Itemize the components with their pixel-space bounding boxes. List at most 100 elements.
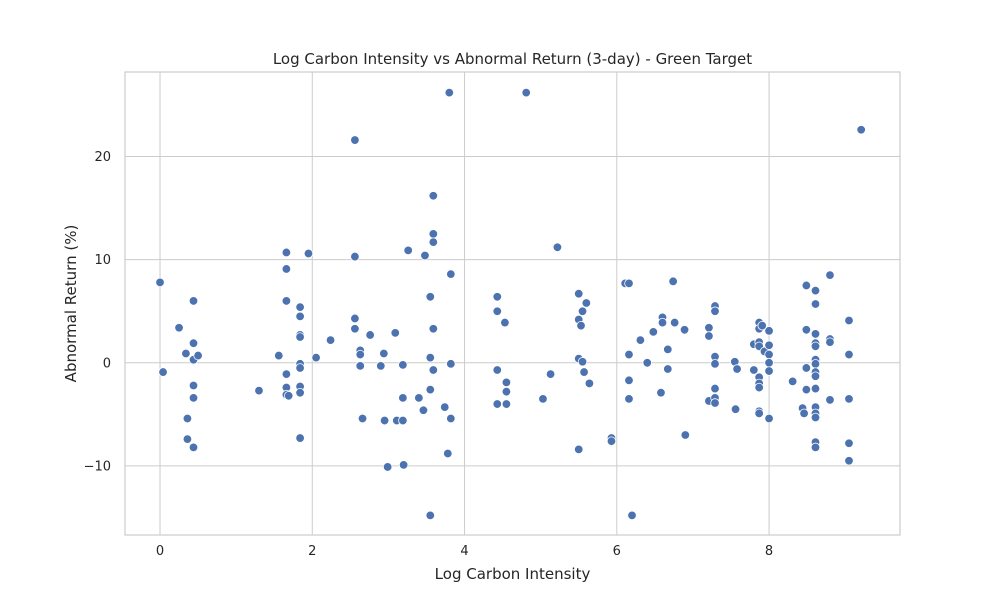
scatter-point (801, 363, 812, 373)
scatter-point (810, 329, 821, 339)
scatter-point (440, 402, 450, 412)
scatter-point (281, 369, 292, 379)
y-axis-label: Abnormal Return (%) (62, 225, 80, 383)
scatter-point (574, 289, 584, 299)
scatter-point (801, 325, 812, 335)
scatter-point (732, 364, 742, 374)
y-tick-label: 20 (94, 150, 111, 165)
scatter-point (844, 315, 854, 326)
scatter-point (492, 399, 502, 409)
x-tick-label: 8 (765, 544, 773, 559)
scatter-point (446, 269, 456, 279)
scatter-point (730, 404, 741, 414)
scatter-point (764, 340, 774, 350)
x-axis-label: Log Carbon Intensity (435, 565, 591, 583)
scatter-point (390, 328, 400, 338)
scatter-point (418, 405, 429, 415)
scatter-point (577, 357, 588, 367)
scatter-point (584, 378, 595, 389)
scatter-point (254, 385, 264, 396)
scatter-point (825, 270, 835, 280)
scatter-point (764, 349, 774, 360)
scatter-point (704, 323, 714, 333)
scatter-point (425, 292, 435, 302)
scatter-point (710, 383, 720, 394)
scatter-point (663, 344, 673, 355)
scatter-point (350, 135, 360, 145)
scatter-point (295, 332, 305, 342)
scatter-point (680, 430, 691, 440)
scatter-point (311, 352, 321, 363)
scatter-point (856, 125, 866, 135)
scatter-point (403, 245, 413, 256)
scatter-point (552, 242, 563, 253)
scatter-point (810, 299, 821, 309)
scatter-point (810, 371, 821, 381)
scatter-point (420, 250, 430, 261)
scatter-point (749, 365, 759, 375)
scatter-point (492, 365, 502, 375)
scatter-point (295, 302, 305, 312)
scatter-point (810, 442, 821, 453)
scatter-point (181, 348, 191, 359)
scatter-point (710, 398, 720, 408)
scatter-point (710, 359, 720, 369)
scatter-point (545, 369, 556, 379)
scatter-point (281, 247, 292, 258)
scatter-point (379, 415, 390, 426)
scatter-point (679, 325, 690, 335)
scatter-point (501, 399, 512, 409)
scatter-point (754, 382, 764, 393)
scatter-point (581, 298, 592, 308)
scatter-point (663, 364, 673, 374)
scatter-point (188, 380, 199, 391)
scatter-point (574, 444, 584, 455)
scatter-point (825, 337, 835, 347)
scatter-point (764, 326, 774, 336)
scatter-point (606, 436, 617, 446)
scatter-point (799, 408, 809, 419)
scatter-point (754, 408, 764, 419)
chart-title: Log Carbon Intensity vs Abnormal Return … (273, 50, 752, 68)
scatter-point (669, 317, 680, 328)
scatter-point (158, 367, 168, 377)
scatter-point (182, 413, 193, 424)
scatter-point (414, 393, 424, 403)
scatter-point (710, 306, 720, 316)
scatter-point (428, 229, 439, 239)
scatter-point (704, 331, 714, 341)
scatter-point (295, 433, 305, 443)
scatter-point (428, 324, 439, 334)
tick-layer: 0 2 4 6 8 −10 0 10 20 (84, 150, 774, 559)
scatter-point (500, 317, 510, 328)
scatter-point (398, 415, 408, 426)
scatter-point (810, 341, 821, 351)
x-tick-label: 6 (613, 544, 621, 559)
scatter-point (576, 320, 586, 331)
scatter-point (538, 394, 548, 404)
scatter-point (787, 376, 798, 387)
scatter-point (844, 394, 854, 404)
scatter-point (357, 413, 368, 424)
scatter-point (577, 306, 588, 316)
scatter-point (501, 377, 512, 388)
scatter-point (825, 395, 835, 405)
scatter-point (350, 251, 360, 262)
scatter-point (624, 278, 634, 289)
scatter-point (188, 442, 199, 453)
scatter-point (281, 296, 292, 306)
scatter-point (350, 313, 360, 324)
x-tick-label: 0 (156, 544, 164, 559)
scatter-point (382, 462, 393, 472)
scatter-point (295, 311, 305, 322)
scatter-point (668, 276, 678, 287)
scatter-point (188, 338, 199, 348)
scatter-point (844, 456, 854, 466)
scatter-point (193, 350, 203, 361)
scatter-point (579, 367, 589, 377)
scatter-point (325, 335, 336, 345)
scatter-point (350, 324, 360, 334)
y-tick-label: 0 (103, 356, 111, 371)
scatter-point (764, 413, 774, 424)
